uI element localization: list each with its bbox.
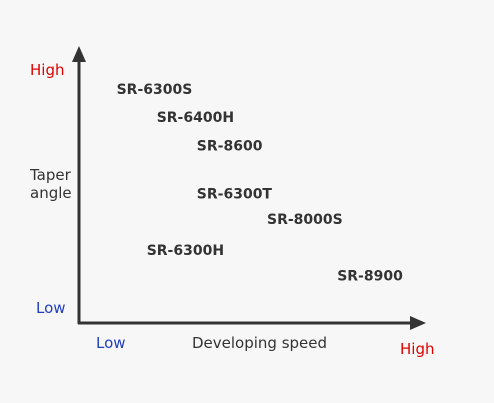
point-label-sr-6300s: SR-6300S — [117, 82, 193, 98]
y-axis-high-label: High — [30, 61, 64, 79]
point-label-sr-8600: SR-8600 — [197, 138, 263, 154]
data-points: SR-6300S SR-6400H SR-8600 SR-6300T SR-8000S S… — [117, 82, 403, 285]
x-axis-low-label: Low — [96, 334, 126, 352]
point-label-sr-6400h: SR-6400H — [157, 110, 234, 126]
y-axis-title-line-1: Taper — [29, 166, 72, 184]
point-label-sr-6300h: SR-6300H — [147, 243, 224, 259]
point-label-sr-8000s: SR-8000S — [267, 212, 343, 228]
y-axis-title-line-2: angle — [30, 184, 72, 202]
x-axis-arrowhead — [410, 316, 426, 330]
point-label-sr-6300t: SR-6300T — [197, 187, 273, 203]
x-axis-title: Developing speed — [192, 334, 327, 352]
y-axis-low-label: Low — [36, 299, 66, 317]
x-axis-high-label: High — [400, 340, 434, 358]
y-axis-arrowhead — [72, 46, 86, 62]
point-label-sr-8900: SR-8900 — [337, 269, 403, 285]
